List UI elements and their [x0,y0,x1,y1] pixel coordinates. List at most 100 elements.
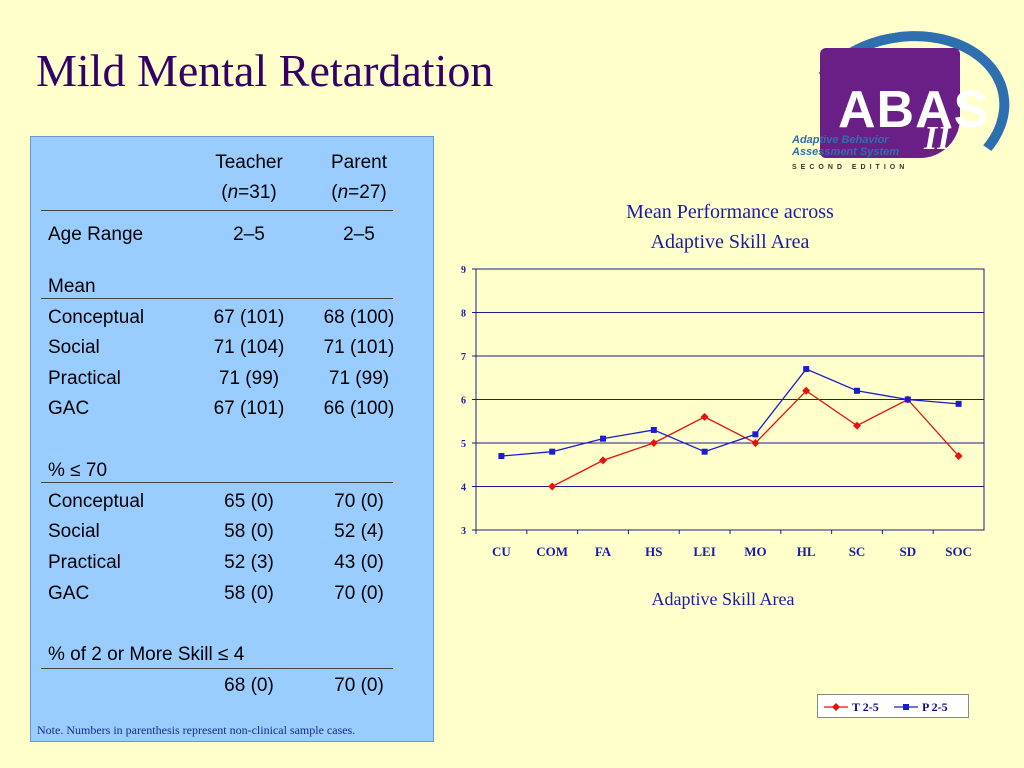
data-point-diamond [802,386,811,395]
parent-value: 70 (0) [334,675,384,696]
x-tick-label: LEI [693,544,715,559]
y-tick-label: 4 [461,483,466,494]
parent-value: 52 (4) [334,521,384,542]
data-point-square [650,426,657,433]
data-point-square [701,448,708,455]
table-header-n-row: (n=31) (n=27) [31,182,435,208]
teacher-header: Teacher [215,152,283,173]
divider [41,668,393,669]
y-tick-label: 9 [461,265,466,276]
data-point-square [498,453,505,460]
data-point-square [752,431,759,438]
logo-abas-text: ABAS [838,81,990,139]
data-point-square [600,435,606,442]
section-heading: % of 2 or More Skill ≤ 4 [48,644,245,665]
logo-line2: Assessment System [792,146,900,158]
teacher-value: 2–5 [233,224,265,245]
table-row: Social 58 (0) 52 (4) [31,521,435,547]
logo-tm: TM [958,96,970,105]
teacher-value: 71 (99) [218,368,280,389]
teacher-value: 67 (101) [213,307,285,328]
table-row: Conceptual 65 (0) 70 (0) [31,491,435,517]
teacher-n: (n=31) [221,182,277,203]
section-heading: % ≤ 70 [48,460,108,481]
legend-marker-diamond [832,703,840,711]
divider [41,482,393,483]
x-tick-label: HL [797,544,816,559]
abas-logo: ABAS TM II Adaptive Behavior Assessment … [780,14,1023,210]
table-row: Social 71 (104) 71 (101) [31,337,435,363]
section-heading-pct70: % ≤ 70 [31,460,435,486]
y-tick-label: 3 [461,526,466,537]
legend-label-t: T 2-5 [852,700,879,714]
row-label: Conceptual [48,491,145,512]
row-label: Conceptual [48,307,145,328]
chart-legend: T 2-5 P 2-5 [817,694,969,718]
data-point-square [803,366,810,373]
parent-value: 70 (0) [334,491,384,512]
data-point-square [904,396,911,403]
divider [41,210,393,211]
row-label: Practical [48,368,121,389]
row-label: Social [48,337,100,358]
parent-value: 66 (100) [323,398,395,419]
data-point-diamond [954,452,963,461]
divider [41,298,393,299]
table-row: Practical 52 (3) 43 (0) [31,552,435,578]
x-tick-label: SD [899,544,916,559]
logo-box [820,48,960,158]
parent-value: 68 (100) [323,307,395,328]
parent-value: 43 (0) [334,552,384,573]
logo-numeral: II [924,120,951,157]
teacher-value: 52 (3) [224,552,274,573]
data-point-diamond [649,439,658,447]
teacher-value: 58 (0) [224,521,274,542]
data-point-square [854,387,860,394]
section-heading-skill: % of 2 or More Skill ≤ 4 [31,644,435,670]
chart-title-line1: Mean Performance across [626,201,834,223]
parent-n: (n=27) [331,182,387,203]
row-label: Age Range [48,224,144,245]
stats-table-panel: Teacher Parent (n=31) (n=27) Age Range 2… [30,136,434,742]
teacher-value: 68 (0) [224,675,274,696]
logo-edition: SECOND EDITION [792,164,909,171]
chart-title: Mean Performance across Adaptive Skill A… [560,197,900,257]
y-tick-label: 6 [461,396,466,407]
data-point-square [549,448,556,455]
parent-header: Parent [331,152,387,173]
chart-title-line2: Adaptive Skill Area [650,231,810,253]
x-axis-label: Adaptive Skill Area [651,589,795,609]
row-label: Social [48,521,100,542]
table-row: Age Range 2–5 2–5 [31,224,435,250]
table-row: 68 (0) 70 (0) [31,675,435,701]
table-row: GAC 58 (0) 70 (0) [31,583,435,609]
line-chart: 3 4 5 6 7 8 9 CU COM FA HS LEI MO HL SC SD SOC [461,265,985,559]
legend-label-p: P 2-5 [922,700,948,714]
row-label: GAC [48,583,90,604]
x-tick-label: COM [536,544,568,559]
slide-title: Mild Mental Retardation [36,45,494,96]
y-tick-label: 8 [461,309,466,320]
y-tick-label: 7 [461,352,466,363]
section-heading: Mean [48,276,96,297]
table-note: Note. Numbers in parenthesis represent n… [37,723,356,737]
table-row: Practical 71 (99) 71 (99) [31,368,435,394]
legend-marker-square [903,704,909,710]
data-point-diamond [599,456,607,465]
row-label: Practical [48,552,121,573]
teacher-value: 58 (0) [224,583,274,604]
series-line-p [501,368,959,457]
data-point-diamond [548,482,557,491]
teacher-value: 71 (104) [213,337,285,358]
x-tick-label: FA [595,544,612,559]
teacher-value: 67 (101) [213,398,285,419]
data-point-square [955,400,962,407]
teacher-value: 65 (0) [224,491,274,512]
x-tick-label: HS [645,544,662,559]
parent-value: 2–5 [343,224,375,245]
table-row: Conceptual 67 (101) 68 (100) [31,307,435,333]
logo-line1: Adaptive Behavior [792,134,889,146]
parent-value: 71 (101) [323,337,395,358]
data-point-diamond [751,439,760,447]
x-tick-label: CU [492,544,511,559]
